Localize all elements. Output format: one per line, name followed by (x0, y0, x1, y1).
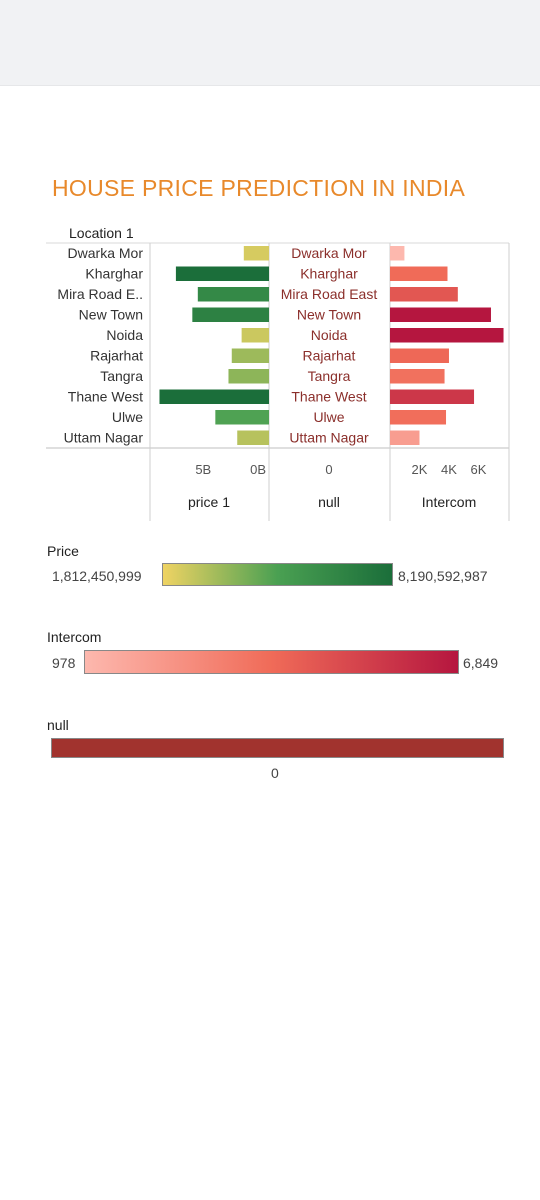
price-bar (243, 246, 269, 261)
location-label: Ulwe (112, 409, 143, 425)
location-label: Mira Road E.. (57, 286, 143, 302)
null-column-label: Uttam Nagar (289, 430, 369, 446)
intercom-bar (390, 389, 475, 404)
price-bar (228, 369, 269, 384)
location-label: Kharghar (85, 266, 143, 282)
intercom-axis-title: Intercom (422, 494, 476, 510)
location-label: Tangra (100, 368, 143, 384)
price-gradient-bar (162, 563, 393, 586)
page-title: HOUSE PRICE PREDICTION IN INDIA (52, 175, 466, 201)
intercom-bar (390, 369, 445, 384)
intercom-bar (390, 266, 448, 281)
null-column-label: Mira Road East (281, 286, 378, 302)
intercom-bar (390, 328, 504, 343)
intercom-gradient-bar (84, 650, 459, 674)
null-column-label: Ulwe (313, 409, 344, 425)
price-bar (197, 287, 269, 302)
intercom-bar (390, 307, 491, 322)
chart: Location 1 Dwarka Mor Kharghar Mira Road E.… (46, 225, 510, 521)
null-column-label: Kharghar (300, 266, 358, 282)
intercom-bar (390, 246, 405, 261)
location-label: Uttam Nagar (64, 430, 144, 446)
intercom-legend-title: Intercom (47, 629, 102, 645)
location-label: Thane West (68, 389, 143, 405)
location-label: Dwarka Mor (68, 245, 144, 261)
intercom-tick-label: 4K (441, 462, 457, 477)
price-bar (231, 348, 269, 363)
intercom-bar (390, 410, 447, 425)
price-legend-min: 1,812,450,999 (52, 568, 142, 584)
intercom-bar (390, 348, 449, 363)
price-legend-title: Price (47, 543, 79, 559)
price-tick-label: 0B (250, 462, 266, 477)
price-bar (159, 389, 269, 404)
price-bar (241, 328, 269, 343)
intercom-bar (390, 287, 458, 302)
price-bar (192, 307, 269, 322)
null-column-label: Tangra (308, 368, 351, 384)
price-legend-max: 8,190,592,987 (398, 568, 488, 584)
location-label: Rajarhat (90, 348, 143, 364)
intercom-legend-max: 6,849 (463, 655, 499, 671)
price-bar (175, 266, 269, 281)
null-column-label: New Town (297, 307, 361, 323)
null-column-label: Noida (311, 327, 348, 343)
null-tick-label: 0 (325, 462, 332, 477)
price-tick-label: 5B (195, 462, 211, 477)
null-color-bar (51, 738, 504, 758)
location-label: Noida (106, 327, 143, 343)
null-legend-value: 0 (271, 765, 279, 781)
price-bar (237, 430, 269, 445)
null-axis-title: null (318, 494, 340, 510)
status-bar-area (0, 0, 540, 86)
row-header: Location 1 (69, 225, 134, 241)
intercom-tick-label: 6K (471, 462, 487, 477)
intercom-bar (390, 430, 420, 445)
price-axis-title: price 1 (188, 494, 230, 510)
price-bar (215, 410, 269, 425)
intercom-tick-label: 2K (412, 462, 428, 477)
null-legend-title: null (47, 717, 69, 733)
intercom-legend-min: 978 (52, 655, 76, 671)
null-column-label: Rajarhat (303, 348, 356, 364)
null-column-label: Dwarka Mor (291, 245, 367, 261)
location-label: New Town (79, 307, 143, 323)
null-column-label: Thane West (291, 389, 366, 405)
